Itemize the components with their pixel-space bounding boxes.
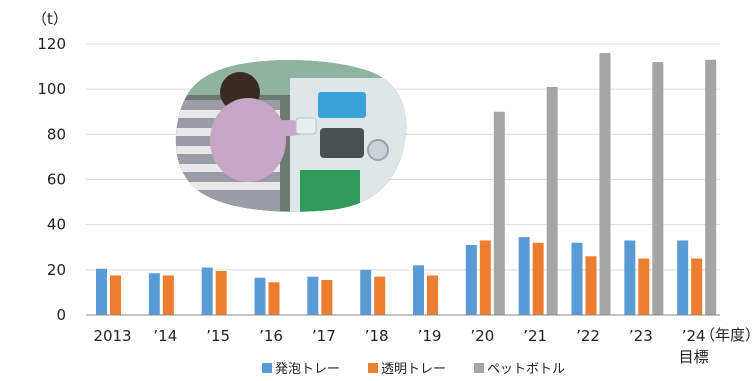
bar-発泡トレー-’16 bbox=[254, 277, 266, 315]
bar-ペットボトル-’23 bbox=[652, 62, 664, 315]
bar-透明トレー-’24 bbox=[691, 258, 703, 315]
bar-ペットボトル-’22 bbox=[599, 53, 611, 316]
bar-発泡トレー-’20 bbox=[465, 244, 477, 315]
bar-透明トレー-’21 bbox=[532, 242, 544, 315]
y-tick-label: 120 bbox=[37, 35, 66, 53]
bar-透明トレー-’16 bbox=[268, 282, 280, 315]
bar-発泡トレー-’15 bbox=[201, 267, 213, 315]
x-tick-label: ’20 bbox=[470, 327, 494, 345]
machine-screen bbox=[318, 92, 366, 118]
bar-透明トレー-’18 bbox=[374, 276, 386, 315]
x-tick-label: 2013 bbox=[93, 327, 131, 345]
bar-透明トレー-’22 bbox=[585, 256, 597, 315]
child-figure bbox=[210, 72, 317, 182]
bar-発泡トレー-’17 bbox=[307, 276, 319, 315]
bar-ペットボトル-’20 bbox=[493, 111, 505, 315]
bar-発泡トレー-’18 bbox=[360, 269, 372, 315]
x-tick-label: ’15 bbox=[206, 327, 230, 345]
y-tick-label: 20 bbox=[47, 261, 66, 279]
bar-透明トレー-’17 bbox=[321, 279, 333, 315]
y-tick-label: 40 bbox=[47, 216, 66, 234]
machine-slot bbox=[320, 128, 364, 158]
y-tick-label: 60 bbox=[47, 171, 66, 189]
recycling-machine-photo bbox=[175, 60, 407, 212]
x-tick-label: ’22 bbox=[576, 327, 600, 345]
bar-ペットボトル-’24 bbox=[705, 59, 717, 315]
bar-発泡トレー-’22 bbox=[571, 242, 583, 315]
y-tick-label: 0 bbox=[56, 306, 66, 324]
x-tick-label: ’24 bbox=[682, 327, 706, 345]
legend-label: 透明トレー bbox=[381, 362, 446, 377]
legend-swatch bbox=[474, 363, 484, 373]
y-axis-ticks: 0 20 40 60 80 100 120 bbox=[37, 35, 66, 324]
x-tick-label: ’16 bbox=[259, 327, 283, 345]
bar-透明トレー-’19 bbox=[427, 275, 438, 315]
x-axis-unit-label: （年度） bbox=[700, 326, 754, 344]
x-tick-label: ’17 bbox=[312, 327, 336, 345]
bar-発泡トレー-’24 bbox=[677, 240, 689, 315]
legend-label: 発泡トレー bbox=[275, 362, 340, 377]
legend-swatch bbox=[262, 363, 272, 373]
bar-透明トレー-’20 bbox=[479, 240, 491, 315]
y-axis-unit-label: （t） bbox=[32, 10, 68, 28]
x-axis-ticks: 2013 ’14 ’15 ’16 ’17 ’18 ’19 ’20 ’21 ’22 ’23 ’24 目標 bbox=[93, 327, 708, 366]
bar-発泡トレー-’23 bbox=[624, 240, 636, 315]
x-tick-label: ’21 bbox=[523, 327, 547, 345]
x-tick-label: ’19 bbox=[418, 327, 442, 345]
bar-透明トレー-2013 bbox=[110, 275, 121, 315]
bar-発泡トレー-’19 bbox=[413, 265, 424, 315]
bars bbox=[96, 53, 717, 316]
bar-透明トレー-’15 bbox=[215, 270, 227, 315]
bar-発泡トレー-2013 bbox=[96, 268, 107, 315]
bar-透明トレー-’14 bbox=[162, 275, 174, 315]
recycling-bin bbox=[300, 170, 360, 212]
legend-swatch bbox=[368, 363, 378, 373]
machine-button bbox=[367, 139, 389, 161]
x-tick-label: ’14 bbox=[153, 327, 177, 345]
x-tick-note: 目標 bbox=[679, 348, 709, 366]
y-tick-label: 100 bbox=[37, 80, 66, 98]
bar-発泡トレー-’14 bbox=[148, 273, 160, 315]
x-tick-label: ’18 bbox=[365, 327, 389, 345]
legend: 発泡トレー 透明トレー ペットボトル bbox=[262, 362, 565, 377]
bar-ペットボトル-’21 bbox=[546, 86, 558, 316]
x-tick-label: ’23 bbox=[629, 327, 653, 345]
y-tick-label: 80 bbox=[47, 125, 66, 143]
legend-label: ペットボトル bbox=[487, 362, 565, 377]
bar-発泡トレー-’21 bbox=[518, 237, 530, 315]
bar-透明トレー-’23 bbox=[638, 258, 650, 315]
